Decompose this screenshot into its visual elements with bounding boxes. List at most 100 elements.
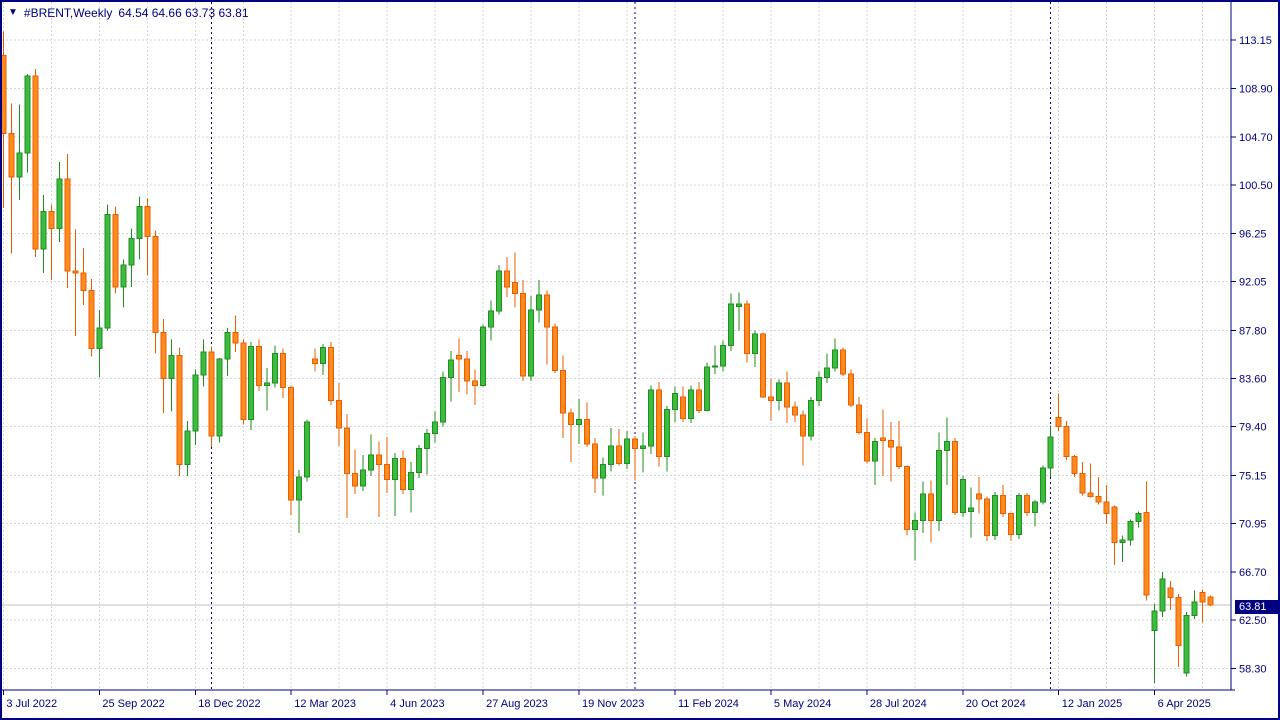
candle-body xyxy=(152,235,159,334)
candle-body xyxy=(1199,592,1206,603)
candle-body xyxy=(983,498,990,536)
candle-body xyxy=(967,507,974,512)
candle-body xyxy=(887,439,894,448)
candle-body xyxy=(576,419,583,425)
candle-body xyxy=(344,427,351,475)
candle-body xyxy=(1191,601,1198,617)
candle-body xyxy=(831,349,838,369)
candle-body xyxy=(432,421,439,434)
candle-body xyxy=(991,494,998,536)
time-axis-label: 12 Mar 2023 xyxy=(294,698,356,710)
candle-body xyxy=(1159,578,1166,612)
candle-body xyxy=(1071,455,1078,475)
candle-body xyxy=(120,264,127,288)
candle-body xyxy=(8,132,15,178)
candle-body xyxy=(304,421,311,478)
candle-body xyxy=(424,432,431,449)
candle-body xyxy=(408,471,415,491)
candle-body xyxy=(799,414,806,437)
time-axis-label: 3 Jul 2022 xyxy=(6,698,57,710)
candle-body xyxy=(592,443,599,479)
current-price-tag: 63.81 xyxy=(1235,600,1278,614)
candle-body xyxy=(288,387,295,501)
candle-body xyxy=(687,389,694,420)
candle-body xyxy=(16,152,23,178)
candle-body xyxy=(136,206,143,240)
price-axis-label: 66.70 xyxy=(1239,567,1267,579)
candle-body xyxy=(544,294,551,328)
candle-body xyxy=(480,326,487,386)
candle-body xyxy=(104,214,111,329)
price-axis-label: 87.80 xyxy=(1239,325,1267,337)
candle-body xyxy=(1031,501,1038,514)
candle-body xyxy=(1103,501,1110,515)
time-axis-label: 20 Oct 2024 xyxy=(966,698,1026,710)
candle-body xyxy=(935,450,942,522)
candle-body xyxy=(568,412,575,425)
candle-body xyxy=(1023,494,1030,514)
candle-body xyxy=(536,294,543,311)
candle-body xyxy=(815,376,822,401)
candle-body xyxy=(128,238,135,266)
candle-body xyxy=(72,270,79,274)
candle-body xyxy=(280,352,287,389)
candle-body xyxy=(647,389,654,447)
price-axis-label: 104.70 xyxy=(1239,132,1273,144)
candle-body xyxy=(144,206,151,237)
candle-body xyxy=(919,493,926,522)
candle-body xyxy=(1119,539,1126,543)
candle-body xyxy=(208,351,215,437)
candle-body xyxy=(695,389,702,412)
candle-body xyxy=(1007,513,1014,535)
candle-body xyxy=(895,446,902,468)
candle-body xyxy=(1079,473,1086,494)
candle-body xyxy=(1047,436,1054,469)
candle-body xyxy=(56,178,63,229)
symbol-dropdown-icon[interactable]: ▼ xyxy=(8,7,18,18)
candle-body xyxy=(1055,416,1062,428)
candle-body xyxy=(80,272,87,291)
candle-body xyxy=(640,445,646,449)
candle-body xyxy=(1143,512,1150,596)
price-axis-label: 113.15 xyxy=(1239,35,1272,47)
candle-body xyxy=(703,366,710,412)
candle-body xyxy=(1151,610,1158,632)
chart-ohlc-values: 64.54 64.66 63.73 63.81 xyxy=(118,6,249,20)
candle-body xyxy=(743,303,750,354)
candle-body xyxy=(999,494,1006,515)
candle-body xyxy=(655,389,662,457)
candle-body xyxy=(40,210,47,250)
time-axis-label: 18 Dec 2022 xyxy=(198,698,260,710)
candle-body xyxy=(1039,467,1046,503)
candle-body xyxy=(48,210,55,229)
chart-symbol-period: #BRENT,Weekly xyxy=(23,6,113,20)
candle-body xyxy=(528,309,535,377)
time-axis-label: 25 Sep 2022 xyxy=(102,698,164,710)
candle-body xyxy=(767,396,774,401)
candle-body xyxy=(671,392,678,410)
candle-body xyxy=(336,399,343,429)
candle-body xyxy=(1167,587,1174,598)
candle-body xyxy=(520,293,527,377)
candle-body xyxy=(727,303,734,346)
candle-body xyxy=(839,349,846,375)
candle-body xyxy=(376,454,383,465)
candle-body xyxy=(1135,513,1142,523)
candle-body xyxy=(719,344,726,367)
candle-body xyxy=(88,289,95,350)
candle-body xyxy=(663,408,670,457)
candle-body xyxy=(312,358,319,365)
candle-body xyxy=(1175,596,1182,646)
candle-body xyxy=(1063,426,1070,457)
candle-body xyxy=(600,463,607,479)
time-axis-label: 11 Feb 2024 xyxy=(678,698,739,710)
candle-body xyxy=(448,359,455,378)
candle-body xyxy=(1087,492,1094,497)
candle-body xyxy=(951,440,958,514)
candle-body xyxy=(735,303,742,307)
candle-body xyxy=(1127,521,1134,541)
time-axis-label: 12 Jan 2025 xyxy=(1062,698,1123,710)
candle-body xyxy=(272,352,279,384)
